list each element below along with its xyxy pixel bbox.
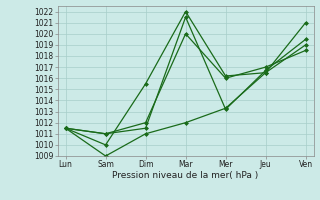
X-axis label: Pression niveau de la mer( hPa ): Pression niveau de la mer( hPa ) [112,171,259,180]
